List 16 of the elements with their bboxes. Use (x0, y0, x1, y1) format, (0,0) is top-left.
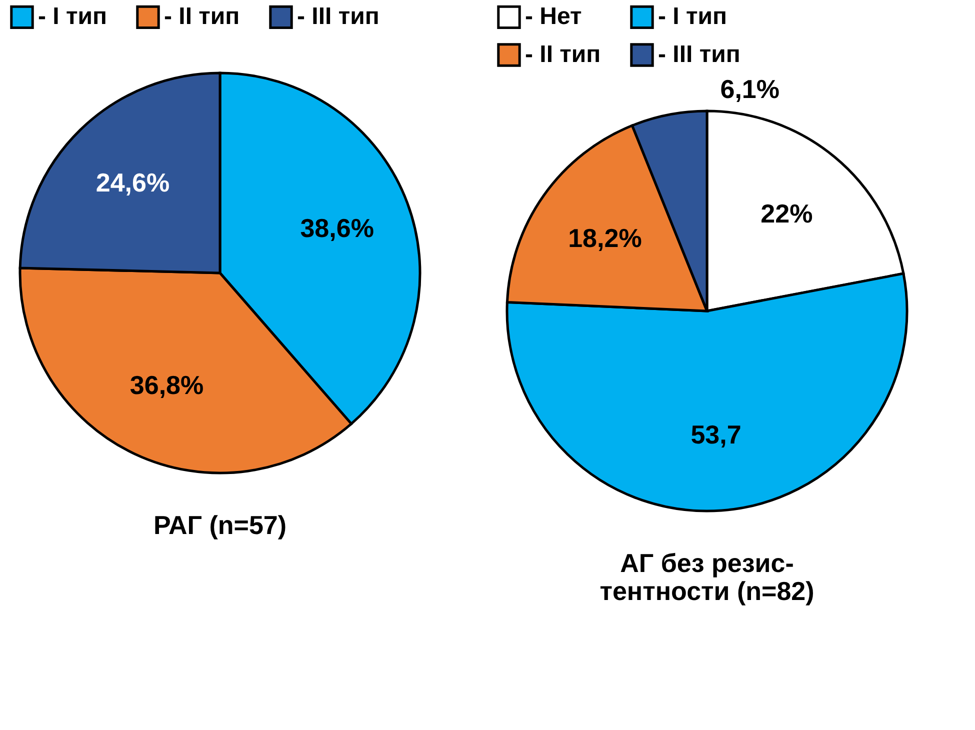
legend-label: - II тип (525, 41, 601, 68)
data-label: 22% (760, 198, 813, 229)
legend-label: - I тип (38, 3, 107, 30)
legend-label: - Нет (525, 3, 582, 30)
legend-label: - III тип (658, 41, 740, 68)
text: РАГ (n=57) (153, 510, 287, 540)
data-label: 53,7 (690, 420, 742, 450)
legend-label: - III тип (297, 3, 380, 30)
data-label: 24,6% (96, 168, 170, 198)
data-label: 38,6% (300, 213, 374, 244)
legend-label: - I тип (658, 3, 727, 30)
data-label: 6,1% (720, 74, 780, 104)
legend-label: - II тип (164, 3, 240, 30)
text: АГ без резис- тентности (n=82) (600, 548, 814, 606)
data-label: 18,2% (568, 222, 642, 253)
data-label: 36,8% (130, 370, 204, 400)
